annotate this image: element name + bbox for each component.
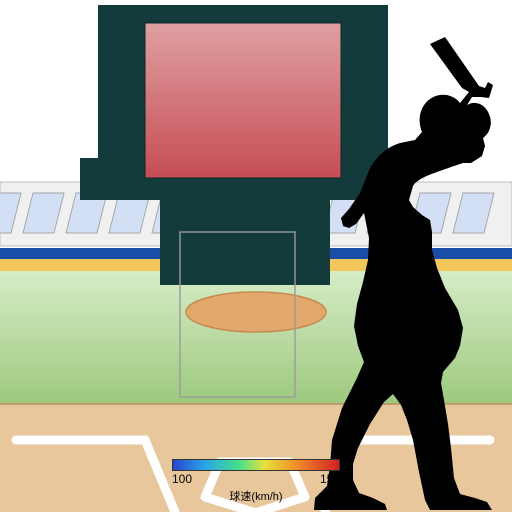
legend-tick-max: 150 — [320, 472, 340, 486]
legend-gradient-bar — [172, 459, 340, 471]
legend-axis-label: 球速(km/h) — [172, 488, 340, 504]
legend-tick-min: 100 — [172, 472, 192, 486]
speed-legend: 100 150 球速(km/h) — [172, 459, 340, 504]
legend-ticks: 100 150 — [172, 471, 340, 487]
baseball-pitch-chart: 100 150 球速(km/h) — [0, 0, 512, 512]
scene-svg — [0, 0, 512, 512]
